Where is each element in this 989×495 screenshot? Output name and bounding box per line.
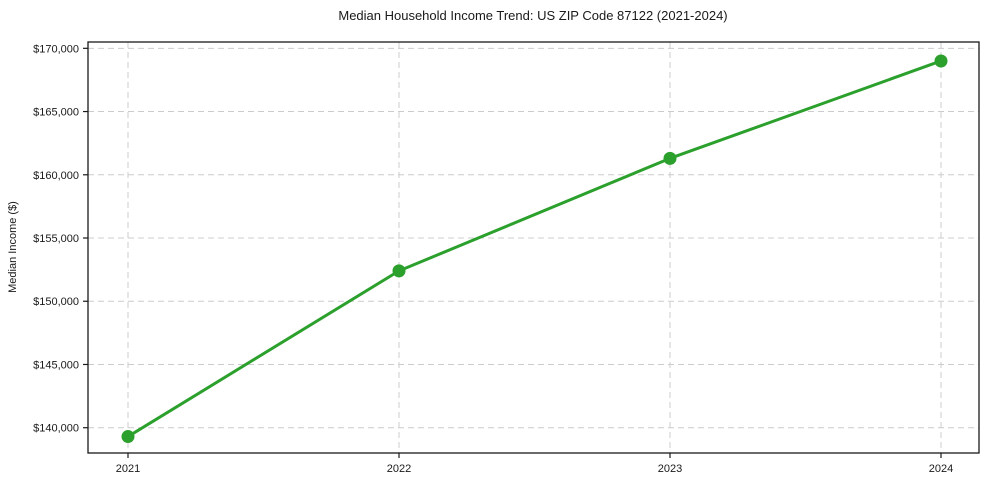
trend-line (126, 59, 943, 439)
y-tick-label: $165,000 (33, 107, 79, 119)
x-tick-label: 2021 (116, 463, 140, 475)
y-axis-label: Median Income ($) (7, 201, 19, 293)
y-tick-label: $160,000 (33, 170, 79, 182)
y-tick-label: $140,000 (33, 423, 79, 435)
y-tick-label: $150,000 (33, 296, 79, 308)
y-tick-label: $170,000 (33, 43, 79, 55)
y-tick-label: $145,000 (33, 359, 79, 371)
x-tick-label: 2024 (929, 463, 953, 475)
plot-border (87, 41, 980, 454)
data-point-marker (663, 151, 677, 165)
trend-line-series (121, 54, 948, 444)
x-tick-label: 2022 (387, 463, 411, 475)
x-tick-label: 2023 (658, 463, 682, 475)
axis-layer: $140,000 $145,000 $150,000 $155,000 $160,000… (33, 43, 953, 475)
data-point-marker (392, 264, 406, 278)
data-point-marker (121, 430, 135, 444)
grid-layer (88, 42, 979, 453)
y-tick-label: $155,000 (33, 233, 79, 245)
data-point-marker (934, 54, 948, 68)
chart-title: Median Household Income Trend: US ZIP Co… (338, 8, 727, 23)
